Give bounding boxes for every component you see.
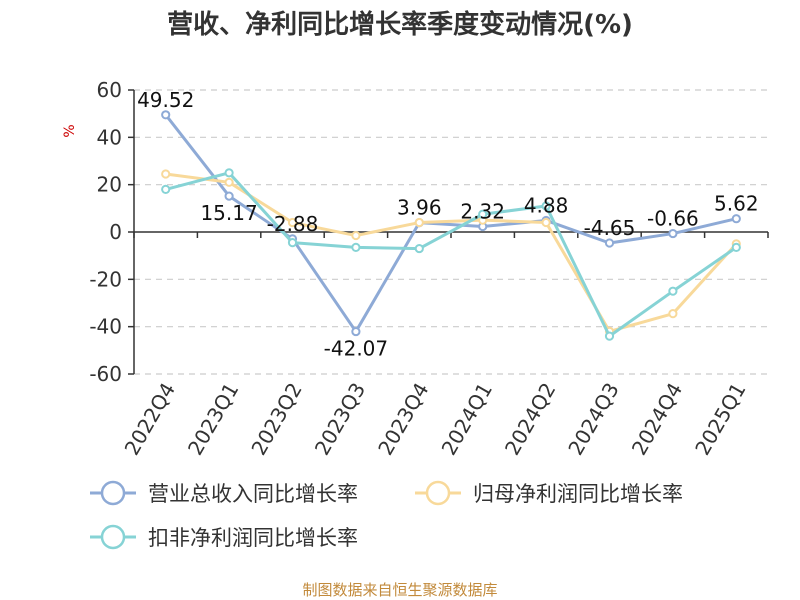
x-tick-label: 2023Q4 <box>373 379 433 460</box>
y-tick-label: -40 <box>89 315 122 339</box>
y-tick-label: 0 <box>109 220 122 244</box>
legend-marker <box>100 524 126 550</box>
data-label: 2.32 <box>460 200 505 224</box>
x-tick-label: 2024Q3 <box>563 379 623 460</box>
data-point <box>414 243 424 254</box>
x-tick-label: 2025Q1 <box>690 379 750 460</box>
data-label: 15.17 <box>200 201 257 225</box>
data-point <box>161 110 171 120</box>
series-line <box>165 171 738 338</box>
x-tick-label: 2023Q3 <box>310 379 370 460</box>
series-line <box>164 113 737 334</box>
legend-marker <box>100 480 126 506</box>
data-label: -0.66 <box>647 207 699 231</box>
y-axis-label: % <box>62 124 78 137</box>
data-label: -2.88 <box>267 212 319 236</box>
data-point <box>161 184 171 194</box>
y-tick-label: 20 <box>97 173 122 197</box>
x-tick-label: 2024Q2 <box>500 379 560 460</box>
data-point <box>287 217 298 228</box>
data-label: 5.62 <box>714 192 759 216</box>
data-point <box>161 169 171 179</box>
x-tick-label: 2023Q2 <box>246 379 306 460</box>
data-point <box>351 242 361 252</box>
x-tick-label: 2022Q4 <box>120 379 180 460</box>
y-tick-label: -60 <box>89 362 122 386</box>
x-tick-label: 2023Q1 <box>183 379 243 460</box>
y-tick-label: -20 <box>89 267 122 291</box>
legend-label: 归母净利润同比增长率 <box>473 482 683 506</box>
legend-marker <box>425 480 451 506</box>
data-point <box>668 309 678 319</box>
data-point <box>604 331 615 341</box>
data-label: -42.07 <box>324 337 388 361</box>
legend-label: 扣非净利润同比增长率 <box>148 526 358 550</box>
data-label: 49.52 <box>137 88 194 112</box>
data-point <box>541 201 551 211</box>
data-point <box>224 191 234 201</box>
y-tick-label: 60 <box>97 78 122 102</box>
data-point <box>224 168 234 178</box>
series-line <box>165 172 738 333</box>
source-note: 制图数据来自恒生聚源数据库 <box>302 581 497 599</box>
data-point <box>351 230 361 241</box>
y-tick-label: 40 <box>97 125 122 149</box>
data-label: -4.65 <box>584 216 636 240</box>
data-point <box>731 242 741 252</box>
data-point <box>541 217 551 228</box>
data-point <box>668 228 678 239</box>
data-point <box>478 209 488 219</box>
data-labels: 49.52 15.17 -2.88 -42.07 3.96 2.32 4.88 -4.65 -0… <box>137 88 758 361</box>
grid-lines <box>134 89 768 375</box>
chart-title: 营收、净利同比增长率季度变动情况(%) <box>167 9 633 40</box>
data-point <box>731 214 741 224</box>
x-tick-label: 2024Q1 <box>437 379 497 460</box>
data-point <box>351 326 361 337</box>
series-lines <box>161 110 741 341</box>
data-point <box>604 238 615 248</box>
legend-label: 营业总收入同比增长率 <box>148 482 358 506</box>
data-point <box>668 286 678 296</box>
data-point <box>287 238 298 248</box>
data-point <box>224 177 234 187</box>
data-label: 3.96 <box>397 196 442 220</box>
x-tick-label: 2024Q4 <box>627 379 687 460</box>
data-point <box>414 217 424 228</box>
data-label: 4.88 <box>524 193 569 217</box>
